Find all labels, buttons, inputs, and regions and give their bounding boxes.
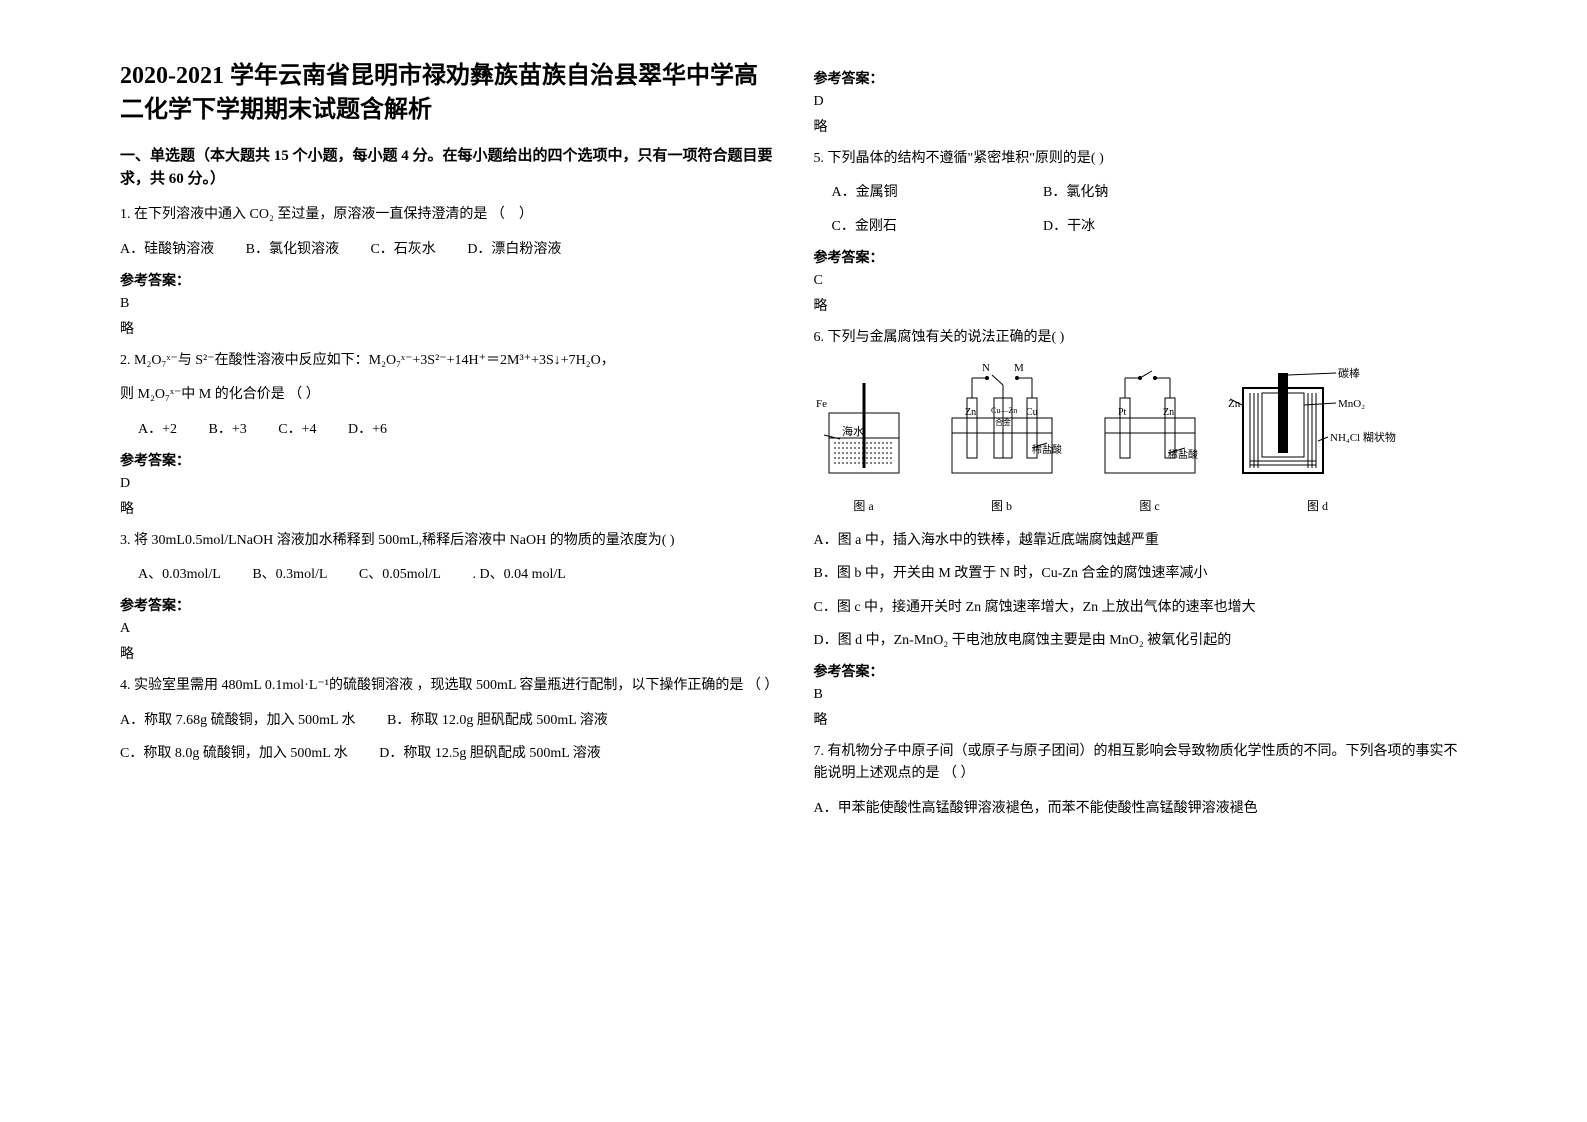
q3-ans: A (120, 621, 774, 637)
left-column: 2020-2021 学年云南省昆明市禄劝彝族苗族自治县翠华中学高二化学下学期期末… (100, 60, 794, 1062)
q7-text: 7. 有机物分子中原子间（或原子与原子团间）的相互影响会导致物质化学性质的不同。… (814, 741, 1468, 786)
dia-b-n: N (982, 363, 990, 374)
q3-text: 3. 将 30mL0.5mol/LNaOH 溶液加水稀释到 500mL,稀释后溶… (120, 530, 774, 552)
q4-ans-label: 参考答案： (814, 68, 1468, 88)
dia-b-zn: Zn (965, 407, 976, 418)
dia-c-cap: 图 c (1139, 497, 1159, 514)
q2-text-line2: 则 M₂O₇ˣ⁻中 M 的化合价是 （ ） (120, 384, 774, 406)
dia-d-zn: Zn (1228, 398, 1241, 410)
q1-options: A．硅酸钠溶液 B．氯化钡溶液 C．石灰水 D．漂白粉溶液 (120, 237, 774, 262)
dia-b-m: M (1014, 363, 1024, 374)
q4-omit: 略 (814, 116, 1468, 136)
q1-text: 1. 在下列溶液中通入 CO₂ 至过量，原溶液一直保持澄清的是 （ ） (120, 204, 774, 226)
section-heading: 一、单选题（本大题共 15 个小题，每小题 4 分。在每小题给出的四个选项中，只… (120, 145, 774, 190)
q1-omit: 略 (120, 318, 774, 338)
q5-opt-d: D．干冰 (1043, 214, 1095, 239)
q6-text: 6. 下列与金属腐蚀有关的说法正确的是( ) (814, 327, 1468, 349)
dia-a-sea: 海水 (842, 424, 864, 438)
q2-opt-a: A．+2 (138, 417, 177, 442)
dia-b-cap: 图 b (991, 497, 1012, 514)
q3-omit: 略 (120, 643, 774, 663)
dia-d-carbon: 碳棒 (1338, 366, 1360, 380)
diagram-b: N M Zn Cu—Zn 合金 Cu 稀盐酸 图 b (932, 363, 1072, 514)
dia-c-zn: Zn (1163, 407, 1174, 418)
q3-opt-c: C、0.05mol/L (359, 562, 441, 587)
q5-opt-c: C．金刚石 (832, 214, 1012, 239)
q5-opt-b: B．氯化钠 (1043, 180, 1108, 205)
q3-ans-label: 参考答案： (120, 595, 774, 615)
q3-opt-d: . D、0.04 mol/L (472, 562, 565, 587)
diagram-a: Fe 海水 图 a (814, 363, 914, 514)
q5-opt-a: A．金属铜 (832, 180, 1012, 205)
q6-ans: B (814, 687, 1468, 703)
q4-options-row1: A．称取 7.68g 硫酸铜，加入 500mL 水 B．称取 12.0g 胆矾配… (120, 708, 774, 733)
q4-opt-b: B．称取 12.0g 胆矾配成 500mL 溶液 (387, 708, 608, 733)
q2-opt-c: C．+4 (278, 417, 316, 442)
q4-opt-c: C．称取 8.0g 硫酸铜，加入 500mL 水 (120, 741, 348, 766)
q3-opt-a: A、0.03mol/L (138, 562, 221, 587)
page-title: 2020-2021 学年云南省昆明市禄劝彝族苗族自治县翠华中学高二化学下学期期末… (120, 60, 774, 127)
q5-options-row2: C．金刚石 D．干冰 (814, 214, 1468, 239)
q5-ans-label: 参考答案： (814, 247, 1468, 267)
q2-omit: 略 (120, 498, 774, 518)
q4-text: 4. 实验室里需用 480mL 0.1mol·L⁻¹的硫酸铜溶液 ，现选取 50… (120, 675, 774, 697)
q5-ans: C (814, 273, 1468, 289)
q1-opt-d: D．漂白粉溶液 (467, 237, 561, 262)
q7-opt-a: A．甲苯能使酸性高锰酸钾溶液褪色，而苯不能使酸性高锰酸钾溶液褪色 (814, 796, 1468, 821)
dia-d-paste: NH₄Cl 糊状物 (1330, 430, 1396, 444)
dia-a-cap: 图 a (853, 497, 873, 514)
dia-d-cap: 图 d (1307, 497, 1328, 514)
q1-ans: B (120, 296, 774, 312)
q4-opt-d: D．称取 12.5g 胆矾配成 500mL 溶液 (379, 741, 601, 766)
q1-opt-a: A．硅酸钠溶液 (120, 237, 214, 262)
q5-options-row1: A．金属铜 B．氯化钠 (814, 180, 1468, 205)
dia-b-cuzn: Cu—Zn (991, 406, 1017, 415)
q6-omit: 略 (814, 709, 1468, 729)
dia-c-pt: Pt (1118, 407, 1127, 418)
q2-options: A．+2 B．+3 C．+4 D．+6 (120, 417, 774, 442)
q2-ans-label: 参考答案： (120, 450, 774, 470)
dia-b-cu: Cu (1026, 407, 1038, 418)
q6-opt-b: B．图 b 中，开关由 M 改置于 N 时，Cu-Zn 合金的腐蚀速率减小 (814, 561, 1468, 586)
dia-b-alloy: 合金 (995, 417, 1011, 427)
q6-opt-a: A．图 a 中，插入海水中的铁棒，越靠近底端腐蚀越严重 (814, 528, 1468, 553)
diagram-d: 碳棒 Zn MnO₂ NH₄Cl 糊状物 图 d (1228, 363, 1408, 514)
q4-options-row2: C．称取 8.0g 硫酸铜，加入 500mL 水 D．称取 12.5g 胆矾配成… (120, 741, 774, 766)
q4-ans: D (814, 94, 1468, 110)
q2-ans: D (120, 476, 774, 492)
dia-c-acid: 稀盐酸 (1168, 448, 1198, 461)
diagram-c: Pt Zn 稀盐酸 图 c (1090, 363, 1210, 514)
q6-ans-label: 参考答案： (814, 661, 1468, 681)
diagram-d-svg: 碳棒 Zn MnO₂ NH₄Cl 糊状物 (1228, 363, 1408, 493)
diagram-b-svg: N M Zn Cu—Zn 合金 Cu 稀盐酸 (932, 363, 1072, 493)
q6-opt-d: D．图 d 中，Zn-MnO₂ 干电池放电腐蚀主要是由 MnO₂ 被氧化引起的 (814, 628, 1468, 653)
diagram-c-svg: Pt Zn 稀盐酸 (1090, 363, 1210, 493)
dia-d-mno2: MnO₂ (1338, 398, 1365, 410)
q5-text: 5. 下列晶体的结构不遵循"紧密堆积"原则的是( ) (814, 148, 1468, 170)
right-column: 参考答案： D 略 5. 下列晶体的结构不遵循"紧密堆积"原则的是( ) A．金… (794, 60, 1488, 1062)
q2-opt-b: B．+3 (209, 417, 247, 442)
q3-options: A、0.03mol/L B、0.3mol/L C、0.05mol/L . D、0… (120, 562, 774, 587)
q6-diagrams: Fe 海水 图 a (814, 363, 1468, 514)
q1-opt-b: B．氯化钡溶液 (246, 237, 339, 262)
q1-ans-label: 参考答案： (120, 270, 774, 290)
diagram-a-svg: Fe 海水 (814, 363, 914, 493)
q6-opt-c: C．图 c 中，接通开关时 Zn 腐蚀速率增大，Zn 上放出气体的速率也增大 (814, 595, 1468, 620)
q2-opt-d: D．+6 (348, 417, 387, 442)
q5-omit: 略 (814, 295, 1468, 315)
dia-b-acid: 稀盐酸 (1032, 443, 1062, 456)
q1-opt-c: C．石灰水 (370, 237, 435, 262)
q3-opt-b: B、0.3mol/L (252, 562, 327, 587)
dia-a-fe: Fe (816, 398, 827, 410)
q2-text-line1: 2. M₂O₇ˣ⁻与 S²⁻在酸性溶液中反应如下：M₂O₇ˣ⁻+3S²⁻+14H… (120, 350, 774, 372)
q4-opt-a: A．称取 7.68g 硫酸铜，加入 500mL 水 (120, 708, 356, 733)
